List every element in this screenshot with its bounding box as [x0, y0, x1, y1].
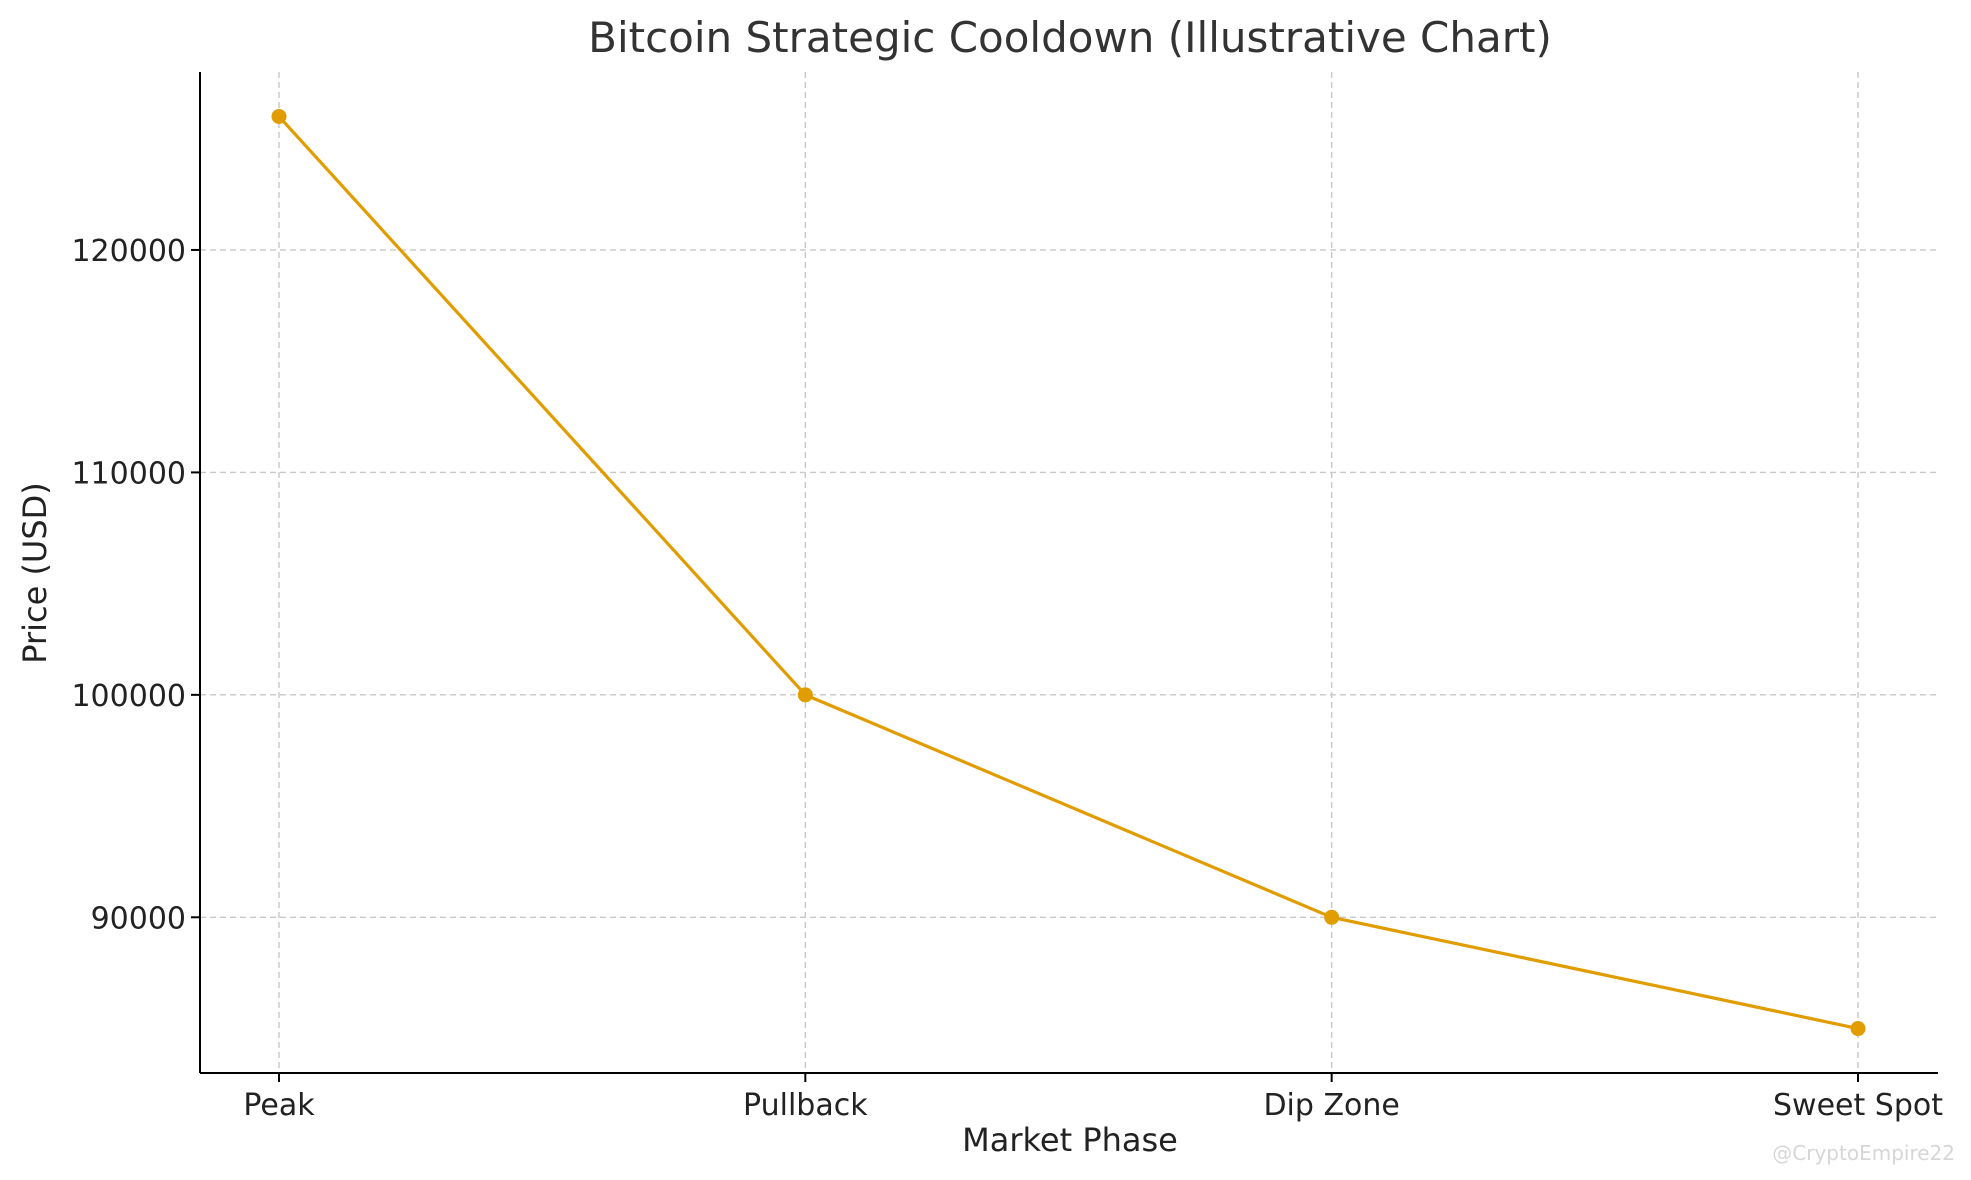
- y-ticks: 90000 100000 110000 120000: [71, 234, 200, 936]
- chart-title: Bitcoin Strategic Cooldown (Illustrative…: [588, 13, 1552, 62]
- y-tick-label: 100000: [71, 679, 186, 714]
- x-axis-label: Market Phase: [962, 1121, 1178, 1159]
- x-tick-label: Pullback: [743, 1088, 868, 1123]
- y-tick-label: 110000: [71, 456, 186, 491]
- data-point: [1324, 909, 1340, 925]
- series: [277, 115, 1859, 1031]
- watermark-text: @CryptoEmpire22: [1772, 1141, 1955, 1165]
- x-ticks: Peak Pullback Dip Zone Sweet Spot: [243, 1073, 1943, 1123]
- series-line: [277, 115, 1859, 1031]
- axes: [199, 72, 1938, 1074]
- data-point: [797, 687, 813, 703]
- y-axis-label: Price (USD): [16, 482, 54, 664]
- grid: [200, 72, 1938, 1073]
- data-point: [271, 108, 287, 124]
- y-tick-label: 90000: [91, 901, 186, 936]
- x-tick-label: Dip Zone: [1263, 1088, 1399, 1123]
- data-points: [271, 108, 1866, 1037]
- x-tick-label: Peak: [243, 1088, 315, 1123]
- x-tick-label: Sweet Spot: [1773, 1088, 1943, 1123]
- y-tick-label: 120000: [71, 234, 186, 269]
- data-point: [1850, 1021, 1866, 1037]
